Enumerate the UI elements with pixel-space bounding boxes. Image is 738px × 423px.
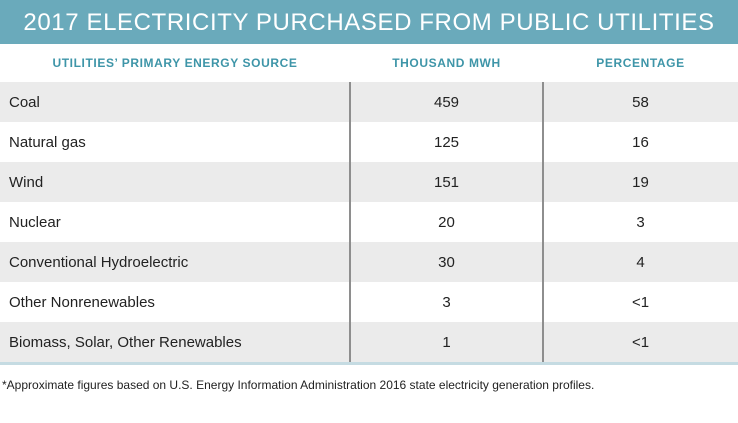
column-header-percentage: PERCENTAGE xyxy=(596,56,685,70)
column-header-mwh: THOUSAND MWH xyxy=(392,56,501,70)
table-title-bar: 2017 ELECTRICITY PURCHASED FROM PUBLIC U… xyxy=(0,0,738,44)
percentage-cell: 4 xyxy=(636,253,645,271)
source-cell: Coal xyxy=(9,93,40,111)
mwh-cell: 459 xyxy=(433,93,460,111)
column-header-source: UTILITIES’ PRIMARY ENERGY SOURCE xyxy=(52,56,298,70)
table-row: Wind 151 19 xyxy=(0,162,738,202)
percentage-cell: 58 xyxy=(632,93,649,111)
mwh-cell: 151 xyxy=(433,173,460,191)
source-cell: Wind xyxy=(9,173,44,191)
mwh-cell: 20 xyxy=(438,213,455,231)
table-title: 2017 ELECTRICITY PURCHASED FROM PUBLIC U… xyxy=(23,9,715,36)
column-divider-2 xyxy=(542,82,544,362)
table-row: Conventional Hydroelectric 30 4 xyxy=(0,242,738,282)
percentage-cell: 16 xyxy=(632,133,649,151)
source-cell: Conventional Hydroelectric xyxy=(9,253,189,271)
source-cell: Biomass, Solar, Other Renewables xyxy=(9,333,242,351)
table-row: Natural gas 125 16 xyxy=(0,122,738,162)
column-header-row: UTILITIES’ PRIMARY ENERGY SOURCE THOUSAN… xyxy=(0,44,738,82)
table-row: Coal 459 58 xyxy=(0,82,738,122)
source-cell: Natural gas xyxy=(9,133,86,151)
table-body: Coal 459 58 Natural gas 125 16 Wind 151 … xyxy=(0,82,738,365)
percentage-cell: 19 xyxy=(632,173,649,191)
source-cell: Nuclear xyxy=(9,213,61,231)
percentage-cell: <1 xyxy=(631,333,650,351)
column-divider-1 xyxy=(349,82,351,362)
mwh-cell: 1 xyxy=(442,333,451,351)
table-row: Nuclear 20 3 xyxy=(0,202,738,242)
footnote: *Approximate figures based on U.S. Energ… xyxy=(2,378,595,392)
table-row: Biomass, Solar, Other Renewables 1 <1 xyxy=(0,322,738,362)
source-cell: Other Nonrenewables xyxy=(9,293,155,311)
mwh-cell: 125 xyxy=(433,133,460,151)
mwh-cell: 3 xyxy=(442,293,451,311)
mwh-cell: 30 xyxy=(438,253,455,271)
percentage-cell: <1 xyxy=(631,293,650,311)
table-row: Other Nonrenewables 3 <1 xyxy=(0,282,738,322)
percentage-cell: 3 xyxy=(636,213,645,231)
